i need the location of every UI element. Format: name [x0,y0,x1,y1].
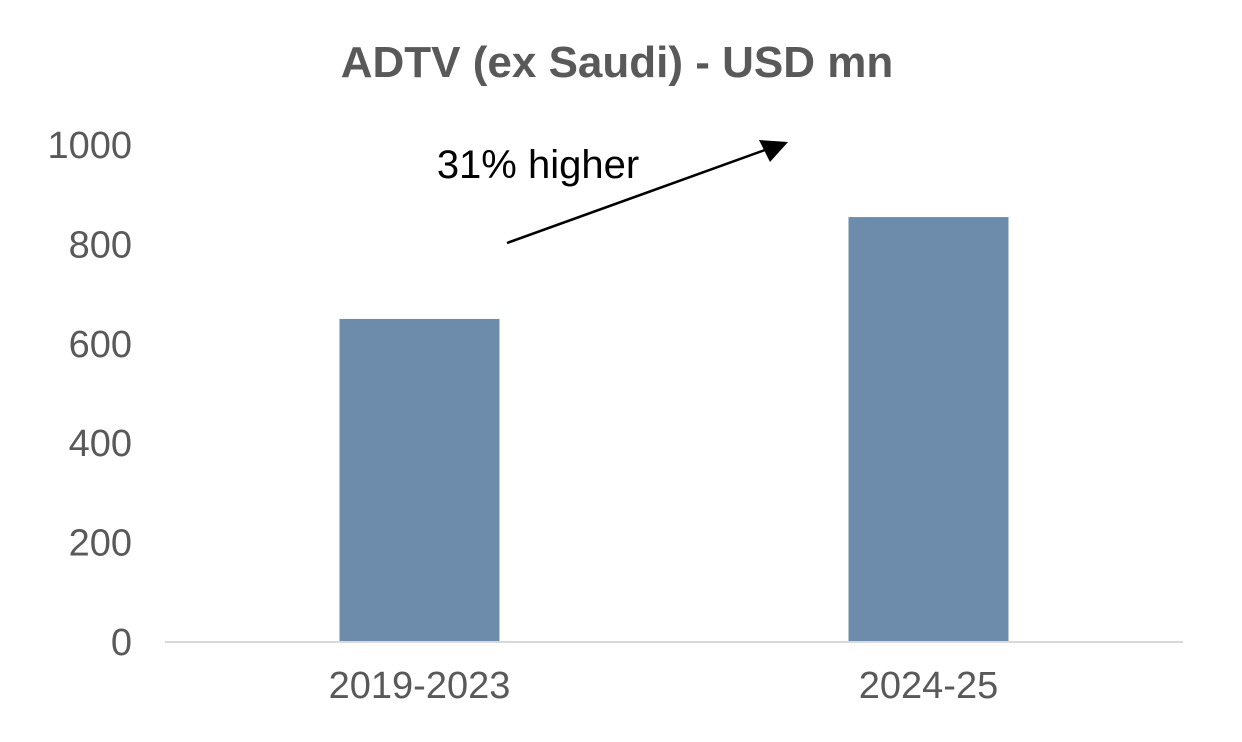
annotation-arrowhead [759,140,788,162]
y-tick-label: 800 [69,224,132,266]
y-axis: 0 200 400 600 800 1000 [47,125,132,664]
bar-2024-25 [848,217,1009,642]
y-tick-label: 400 [69,423,132,465]
growth-annotation: 31% higher [437,140,788,245]
annotation-arrow-line [506,148,766,245]
x-tick-label: 2024-25 [859,665,998,707]
x-tick-label: 2019-2023 [329,665,511,707]
y-tick-label: 1000 [47,125,132,167]
x-axis: 2019-2023 2024-25 [329,665,999,707]
y-tick-label: 600 [69,324,132,366]
bar-2019-2023 [339,318,500,642]
annotation-text: 31% higher [437,143,639,187]
bars [339,217,1009,642]
chart-title: ADTV (ex Saudi) - USD mn [341,38,894,87]
y-tick-label: 0 [111,622,132,664]
y-tick-label: 200 [69,523,132,565]
